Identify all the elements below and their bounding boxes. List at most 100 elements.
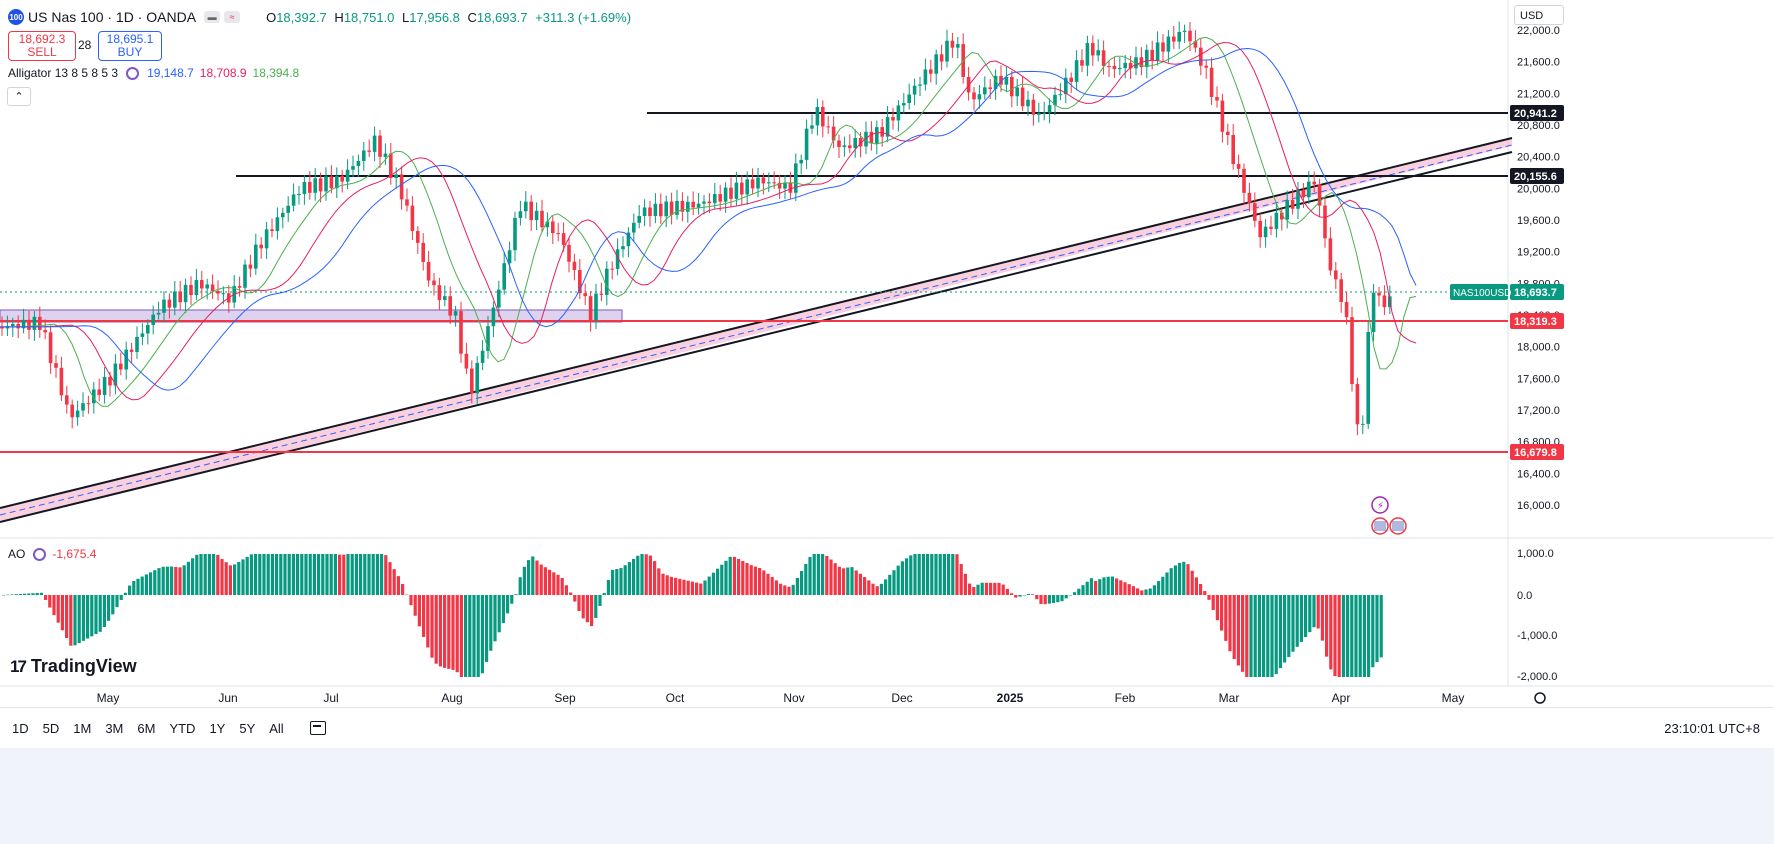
ao-bar: [338, 554, 342, 595]
candle: [734, 182, 739, 199]
candle: [675, 200, 679, 215]
range-all[interactable]: All: [269, 720, 284, 736]
candle: [210, 284, 215, 291]
range-1y[interactable]: 1Y: [209, 720, 226, 736]
ao-bar: [81, 595, 85, 641]
candle: [513, 217, 517, 251]
ao-bar: [636, 555, 640, 595]
ao-bar: [1106, 576, 1110, 595]
ao-bar: [842, 568, 846, 595]
ao-bar: [900, 561, 904, 595]
candle: [583, 293, 587, 297]
us-flag-icon-2[interactable]: [1389, 517, 1407, 535]
range-5y[interactable]: 5Y: [239, 720, 256, 736]
ao-bar: [191, 558, 195, 595]
ao-bar: [1127, 584, 1131, 595]
candle: [1280, 212, 1284, 220]
candle: [875, 127, 879, 144]
settings-icon[interactable]: [126, 66, 140, 80]
ao-bar: [157, 568, 161, 595]
clock[interactable]: 23:10:01 UTC+8: [1664, 720, 1760, 736]
ao-bar: [1182, 561, 1186, 595]
svg-text:18,319.3: 18,319.3: [1514, 316, 1557, 328]
ao-bar: [363, 554, 367, 595]
ao-tick: -2,000.0: [1517, 671, 1557, 683]
range-6m[interactable]: 6M: [137, 720, 156, 736]
candle: [497, 289, 501, 308]
candle: [945, 40, 949, 62]
svg-text:⚡: ⚡: [1377, 501, 1384, 512]
ao-bar: [1115, 578, 1119, 595]
candle: [993, 75, 998, 90]
ao-bar: [951, 554, 955, 595]
candle: [567, 244, 571, 262]
candle: [648, 207, 652, 217]
candle: [459, 311, 463, 354]
ao-bar: [304, 554, 308, 595]
candle: [891, 117, 895, 121]
ao-bar: [1136, 588, 1140, 595]
minus-icon[interactable]: ▬: [204, 11, 221, 23]
ao-bar: [1228, 595, 1232, 652]
price-tag-red[interactable]: 16,679.8: [1510, 444, 1564, 460]
ao-bar: [1266, 595, 1270, 677]
currency-selector[interactable]: USD: [1514, 5, 1564, 25]
candle: [956, 44, 960, 48]
buy-button[interactable]: 18,695.1 BUY: [98, 31, 162, 61]
candle: [588, 296, 593, 321]
ao-bar: [329, 554, 333, 595]
candle: [950, 40, 955, 48]
candle: [983, 87, 987, 95]
ao-bar: [1325, 595, 1329, 657]
ao-settings-icon[interactable]: [33, 547, 47, 561]
range-ytd[interactable]: YTD: [169, 720, 196, 736]
price-chart[interactable]: ⚡ 22,000.0 21,600.0 21,200.0 20,800.0 20,400…: [0, 0, 1774, 707]
ao-bar: [682, 579, 686, 595]
alligator-legend[interactable]: Alligator 13 8 5 8 5 3 19,148.7 18,708.9…: [8, 66, 299, 80]
flash-event-icon[interactable]: [1371, 496, 1389, 514]
ao-bar: [955, 554, 959, 595]
candle: [254, 244, 258, 269]
ao-legend[interactable]: AO -1,675.4: [8, 547, 96, 561]
price-tag-black[interactable]: 20,155.6: [1510, 168, 1564, 184]
ao-bar: [606, 580, 610, 595]
candle: [777, 182, 782, 189]
candle: [1015, 87, 1019, 97]
candle: [1323, 205, 1327, 239]
candle: [362, 150, 366, 161]
ao-bar: [749, 565, 753, 595]
wave-icon[interactable]: ≈: [224, 11, 241, 23]
range-1d[interactable]: 1D: [12, 720, 29, 736]
candle: [1339, 279, 1343, 302]
ao-bar: [518, 577, 522, 595]
candle: [632, 222, 636, 233]
ao-bar: [119, 595, 123, 600]
ao-axis[interactable]: 1,000.0 0.0 -1,000.0 -2,000.0: [1517, 548, 1557, 683]
ao-bar: [493, 595, 497, 642]
ao-bar: [665, 575, 669, 595]
ao-bar: [569, 592, 573, 595]
collapse-legend-button[interactable]: ⌃: [7, 87, 31, 106]
price-tag-red[interactable]: 18,319.3: [1510, 313, 1564, 329]
us-flag-icon[interactable]: [1371, 517, 1389, 535]
gear-icon[interactable]: [1534, 692, 1546, 704]
go-to-date-icon[interactable]: [309, 721, 326, 735]
tradingview-logo[interactable]: 17 TradingView: [10, 656, 137, 677]
price-tag-black[interactable]: 20,941.2: [1510, 105, 1564, 121]
candle: [626, 232, 631, 247]
candle: [718, 194, 722, 202]
range-5d[interactable]: 5D: [42, 720, 60, 736]
time-axis[interactable]: May Jun Jul Aug Sep Oct Nov Dec 2025 Feb Mar Apr May: [97, 691, 1465, 705]
symbol-title[interactable]: US Nas 100 · 1D · OANDA: [28, 9, 197, 25]
price-axis[interactable]: 22,000.0 21,600.0 21,200.0 20,800.0 20,400.0…: [1517, 25, 1560, 512]
ao-bar: [921, 554, 925, 595]
candle: [918, 84, 922, 86]
candle: [194, 280, 199, 296]
candle: [432, 280, 436, 286]
range-1m[interactable]: 1M: [73, 720, 92, 736]
candle: [518, 211, 523, 218]
ao-bar: [527, 560, 531, 595]
range-3m[interactable]: 3M: [105, 720, 124, 736]
sell-button[interactable]: 18,692.3 SELL: [8, 31, 76, 61]
